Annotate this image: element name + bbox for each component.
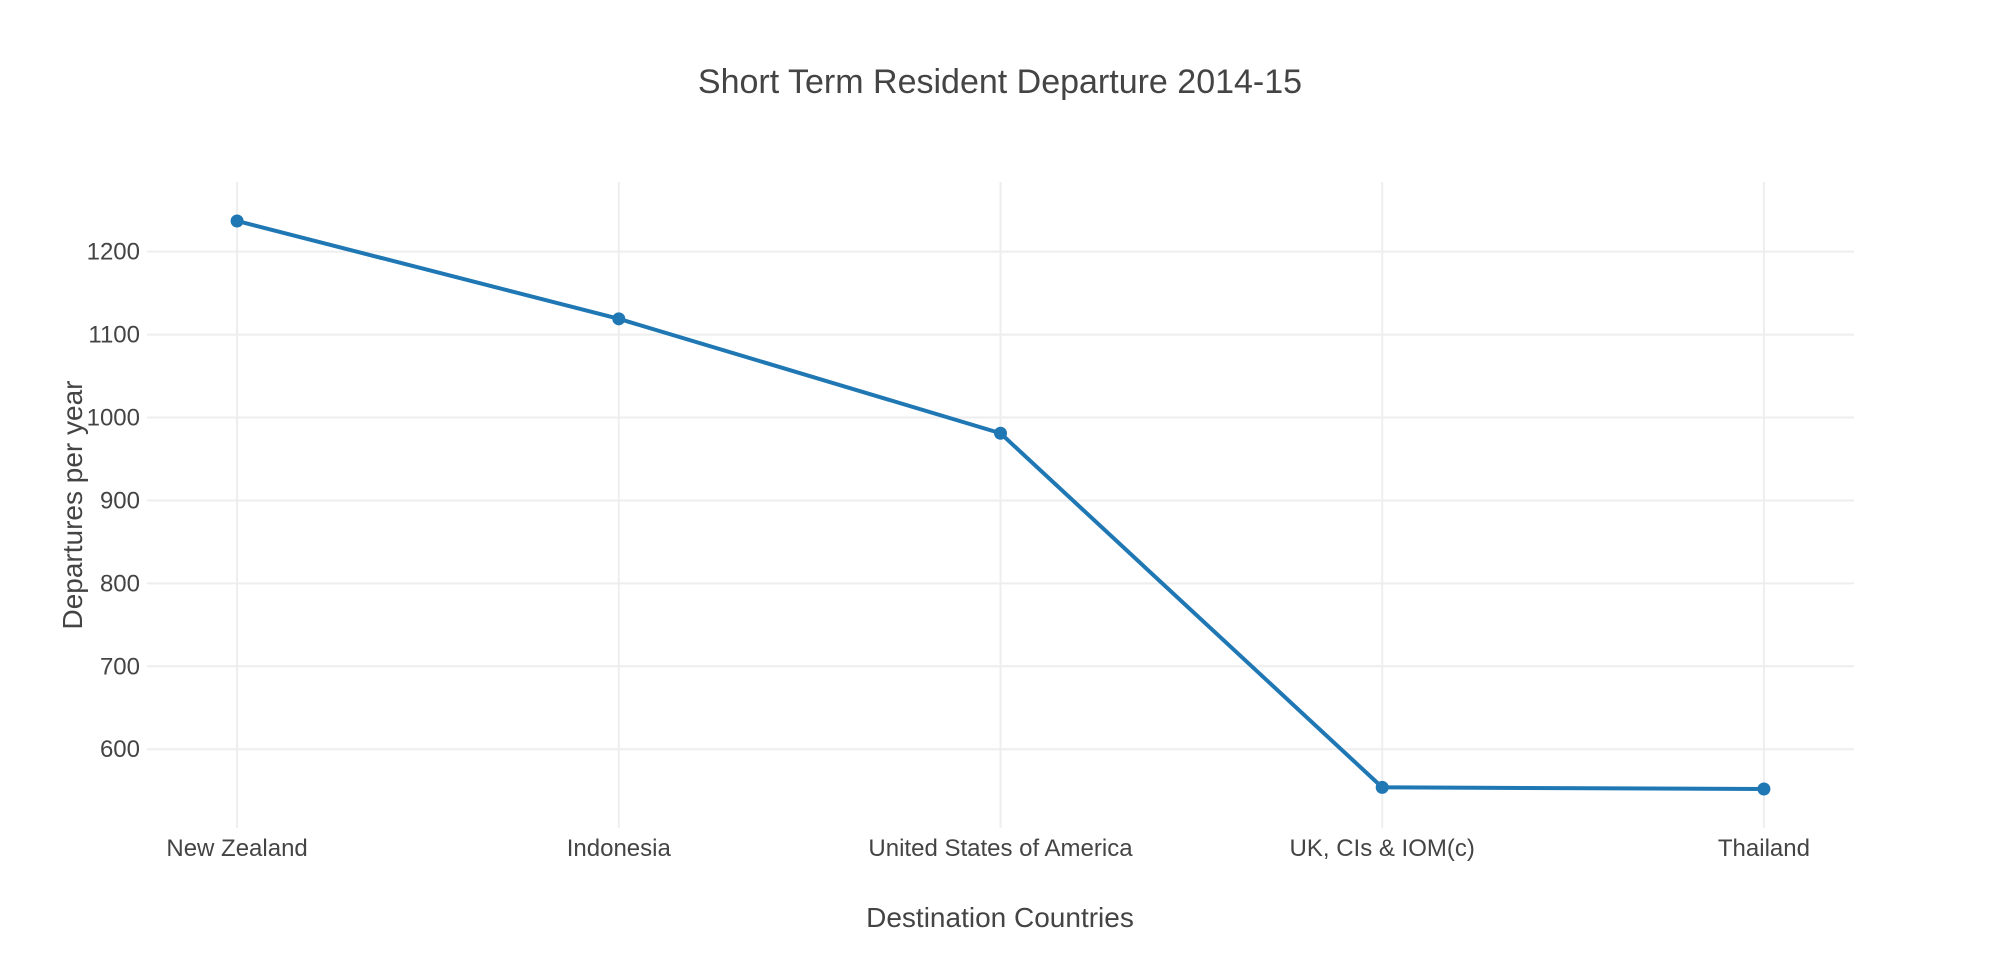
y-tick-label: 1200 bbox=[87, 239, 140, 266]
data-point-marker[interactable] bbox=[230, 214, 244, 228]
y-tick-label: 1100 bbox=[88, 322, 140, 349]
data-point-marker[interactable] bbox=[1757, 782, 1771, 796]
data-point-marker[interactable] bbox=[1375, 780, 1389, 794]
data-point-marker[interactable] bbox=[612, 312, 626, 326]
y-axis-title: Departures per year bbox=[57, 380, 88, 629]
data-point-marker[interactable] bbox=[994, 426, 1007, 440]
x-tick-label: Thailand bbox=[1718, 835, 1810, 862]
x-tick-label: UK, CIs & IOM(c) bbox=[1290, 835, 1475, 862]
y-tick-label: 900 bbox=[100, 487, 140, 514]
data-series bbox=[230, 214, 1771, 796]
x-tick-label: New Zealand bbox=[166, 835, 307, 862]
gridlines bbox=[147, 182, 1854, 828]
y-tick-label: 1000 bbox=[87, 405, 140, 432]
x-axis-title: Destination Countries bbox=[866, 902, 1134, 933]
y-tick-label: 800 bbox=[100, 570, 140, 597]
chart-title: Short Term Resident Departure 2014-15 bbox=[698, 63, 1302, 101]
x-tick-label: United States of America bbox=[868, 835, 1133, 862]
x-tick-label: Indonesia bbox=[567, 835, 672, 862]
y-tick-label: 600 bbox=[100, 736, 140, 763]
y-tick-label: 700 bbox=[100, 653, 140, 680]
